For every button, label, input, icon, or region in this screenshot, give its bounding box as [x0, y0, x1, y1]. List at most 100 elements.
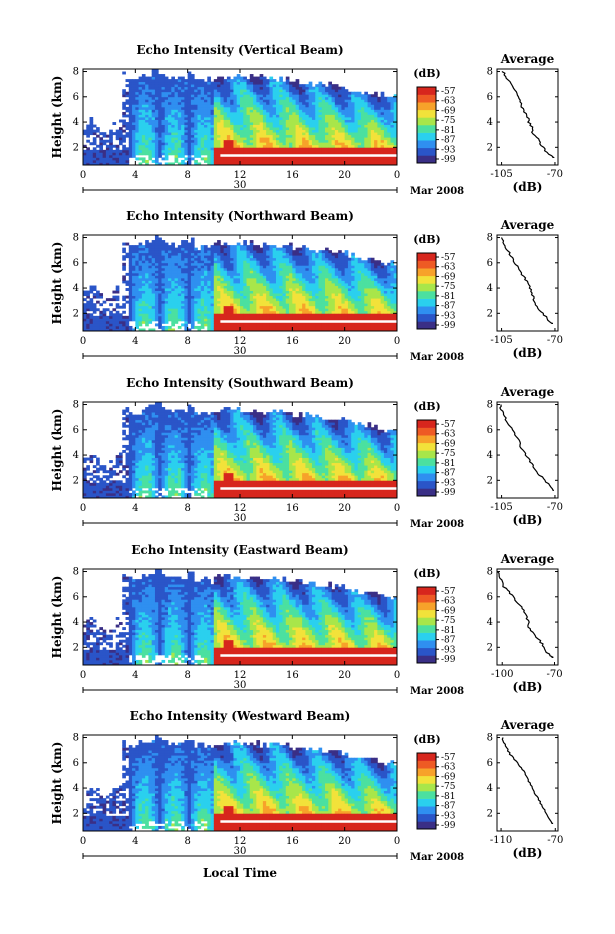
heatmap-cell [276, 258, 280, 261]
heatmap-cell [273, 117, 277, 120]
heatmap-cell [126, 280, 130, 283]
heatmap-cell [332, 157, 336, 160]
heatmap-cell [181, 265, 185, 268]
heatmap-cell [152, 270, 156, 273]
heatmap-cell [247, 263, 251, 266]
heatmap-cell [269, 77, 273, 80]
heatmap-cell [109, 160, 113, 163]
heatmap-cell [292, 263, 296, 266]
heatmap-cell [256, 291, 260, 294]
heatmap-cell [266, 268, 270, 271]
heatmap-cell [273, 303, 277, 306]
heatmap-cell [247, 137, 251, 140]
heatmap-cell [181, 275, 185, 278]
heatmap-cell [188, 109, 192, 112]
heatmap-cell [260, 130, 264, 133]
heatmap-cell [155, 107, 159, 110]
heatmap-cell [129, 99, 133, 102]
heatmap-cell [194, 145, 198, 148]
heatmap-cell [155, 82, 159, 85]
heatmap-cell [256, 114, 260, 117]
heatmap-cell [220, 135, 224, 138]
heatmap-cell [142, 99, 146, 102]
heatmap-cell [253, 87, 257, 90]
heatmap-cell [184, 298, 188, 301]
heatmap-cell [237, 104, 241, 107]
heatmap-cell [204, 280, 208, 283]
heatmap-cell [178, 308, 182, 311]
heatmap-cell [273, 147, 277, 150]
heatmap-cell [309, 250, 313, 253]
heatmap-cell [269, 288, 273, 291]
heatmap-cell [266, 296, 270, 299]
heatmap-cell [263, 99, 267, 102]
heatmap-cell [158, 112, 162, 115]
heatmap-cell [233, 89, 237, 92]
heatmap-cell [332, 160, 336, 163]
heatmap-cell [250, 298, 254, 301]
heatmap-cell [171, 92, 175, 95]
heatmap-cell [155, 243, 159, 246]
heatmap-cell [371, 99, 375, 102]
heatmap-cell [368, 99, 372, 102]
heatmap-cell [253, 316, 257, 319]
heatmap-cell [214, 311, 218, 314]
heatmap-cell [162, 263, 166, 266]
heatmap-cell [237, 107, 241, 110]
heatmap-cell [116, 291, 120, 294]
heatmap-cell [152, 87, 156, 90]
heatmap-cell [289, 82, 293, 85]
heatmap-cell [135, 326, 139, 329]
heatmap-cell [332, 94, 336, 97]
heatmap-cell [165, 286, 169, 289]
heatmap-cell [201, 145, 205, 148]
heatmap-cell [286, 140, 290, 143]
heatmap-cell [341, 92, 345, 95]
heatmap-cell [305, 311, 309, 314]
heatmap-cell [233, 160, 237, 163]
heatmap-cell [211, 278, 215, 281]
heatmap-cell [165, 321, 169, 324]
heatmap-cell [250, 107, 254, 110]
heatmap-cell [237, 150, 241, 153]
heatmap-cell [155, 150, 159, 153]
heatmap-cell [217, 248, 221, 251]
heatmap-cell [142, 260, 146, 263]
heatmap-cell [371, 135, 375, 138]
heatmap-cell [132, 286, 136, 289]
heatmap-cell [348, 135, 352, 138]
heatmap-cell [299, 84, 303, 87]
heatmap-cell [204, 99, 208, 102]
heatmap-cell [230, 265, 234, 268]
heatmap-cell [214, 321, 218, 324]
heatmap-cell [152, 255, 156, 258]
heatmap-cell [325, 117, 329, 120]
heatmap-cell [237, 87, 241, 90]
heatmap-cell [348, 142, 352, 145]
heatmap-cell [230, 102, 234, 105]
heatmap-cell [247, 291, 251, 294]
heatmap-cell [240, 140, 244, 143]
heatmap-cell [224, 273, 228, 276]
heatmap-cell [377, 107, 381, 110]
heatmap-cell [132, 147, 136, 150]
heatmap-cell [384, 150, 388, 153]
heatmap-cell [296, 250, 300, 253]
heatmap-cell [122, 125, 126, 128]
heatmap-cell [194, 253, 198, 256]
heatmap-cell [165, 135, 169, 138]
heatmap-cell [332, 107, 336, 110]
heatmap-cell [332, 122, 336, 125]
heatmap-cell [116, 326, 120, 329]
heatmap-cell [358, 102, 362, 105]
heatmap-cell [145, 288, 149, 291]
heatmap-cell [345, 127, 349, 130]
heatmap-cell [269, 245, 273, 248]
heatmap-cell [201, 255, 205, 258]
heatmap-cell [240, 145, 244, 148]
heatmap-cell [269, 293, 273, 296]
heatmap-cell [253, 255, 257, 258]
heatmap-cell [348, 92, 352, 95]
heatmap-cell [175, 135, 179, 138]
heatmap-cell [227, 288, 231, 291]
